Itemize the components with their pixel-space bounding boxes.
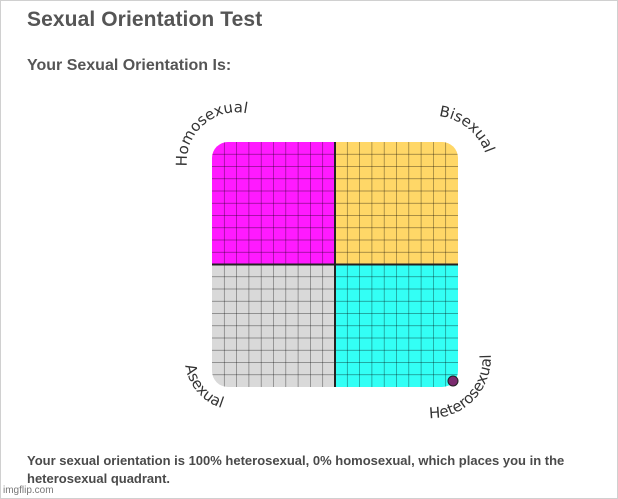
quadrant-bisexual: [335, 142, 458, 265]
result-marker: [447, 375, 459, 387]
result-heading: Your Sexual Orientation Is:: [27, 57, 232, 74]
page-title: Sexual Orientation Test: [27, 8, 263, 31]
imgflip-watermark: imgflip.com: [3, 485, 54, 496]
quadrant-heterosexual: [335, 264, 458, 387]
result-text: Your sexual orientation is 100% heterose…: [27, 453, 565, 486]
orientation-chart: Homosexual Bisexual Asexual Heterosexual: [173, 100, 499, 422]
quadrant-homosexual: [212, 142, 335, 265]
quadrant-asexual: [212, 264, 335, 387]
